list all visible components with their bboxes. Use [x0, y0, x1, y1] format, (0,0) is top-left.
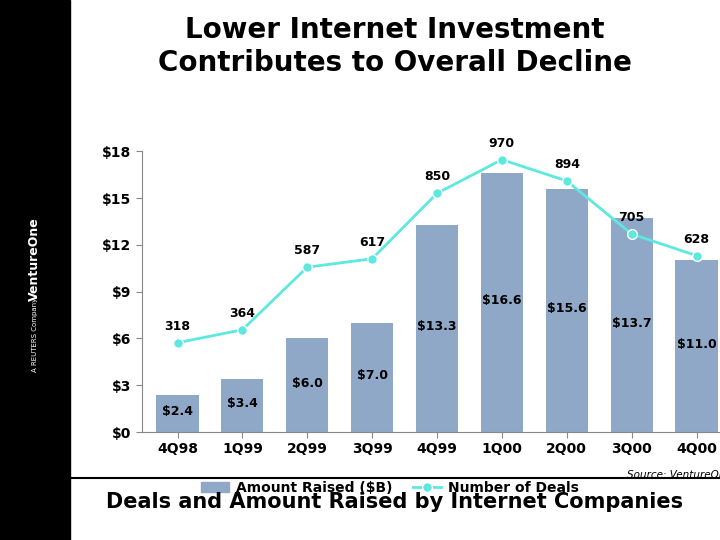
Text: Source: VentureOne: Source: VentureOne: [628, 470, 720, 480]
Bar: [351, 323, 393, 432]
Legend: Amount Raised ($B), Number of Deals: Amount Raised ($B), Number of Deals: [195, 475, 584, 501]
Text: $13.3: $13.3: [418, 320, 456, 333]
Text: $7.0: $7.0: [356, 369, 387, 382]
Text: A REUTERS Company: A REUTERS Company: [32, 298, 38, 372]
Bar: [611, 218, 653, 432]
Bar: [675, 260, 718, 432]
Bar: [156, 395, 199, 432]
Text: 617: 617: [359, 236, 385, 249]
Text: 364: 364: [230, 307, 256, 320]
Text: 587: 587: [294, 244, 320, 258]
Bar: [286, 339, 328, 432]
Text: $13.7: $13.7: [612, 317, 652, 330]
Text: $3.4: $3.4: [227, 397, 258, 410]
Bar: [416, 225, 458, 432]
Text: $16.6: $16.6: [482, 294, 522, 307]
Bar: [481, 173, 523, 432]
Text: $6.0: $6.0: [292, 377, 323, 390]
Text: 850: 850: [424, 171, 450, 184]
Text: 894: 894: [554, 158, 580, 171]
Text: Lower Internet Investment
Contributes to Overall Decline: Lower Internet Investment Contributes to…: [158, 16, 632, 77]
Text: $11.0: $11.0: [677, 338, 716, 351]
Text: $15.6: $15.6: [547, 302, 587, 315]
Text: $2.4: $2.4: [162, 405, 193, 418]
Text: VentureOne: VentureOne: [28, 217, 42, 301]
Text: 705: 705: [618, 211, 645, 224]
Text: Deals and Amount Raised by Internet Companies: Deals and Amount Raised by Internet Comp…: [107, 492, 683, 512]
Text: 970: 970: [489, 137, 515, 150]
Text: 318: 318: [165, 320, 191, 333]
Bar: [221, 379, 264, 432]
Text: 628: 628: [683, 233, 709, 246]
Bar: [546, 188, 588, 432]
